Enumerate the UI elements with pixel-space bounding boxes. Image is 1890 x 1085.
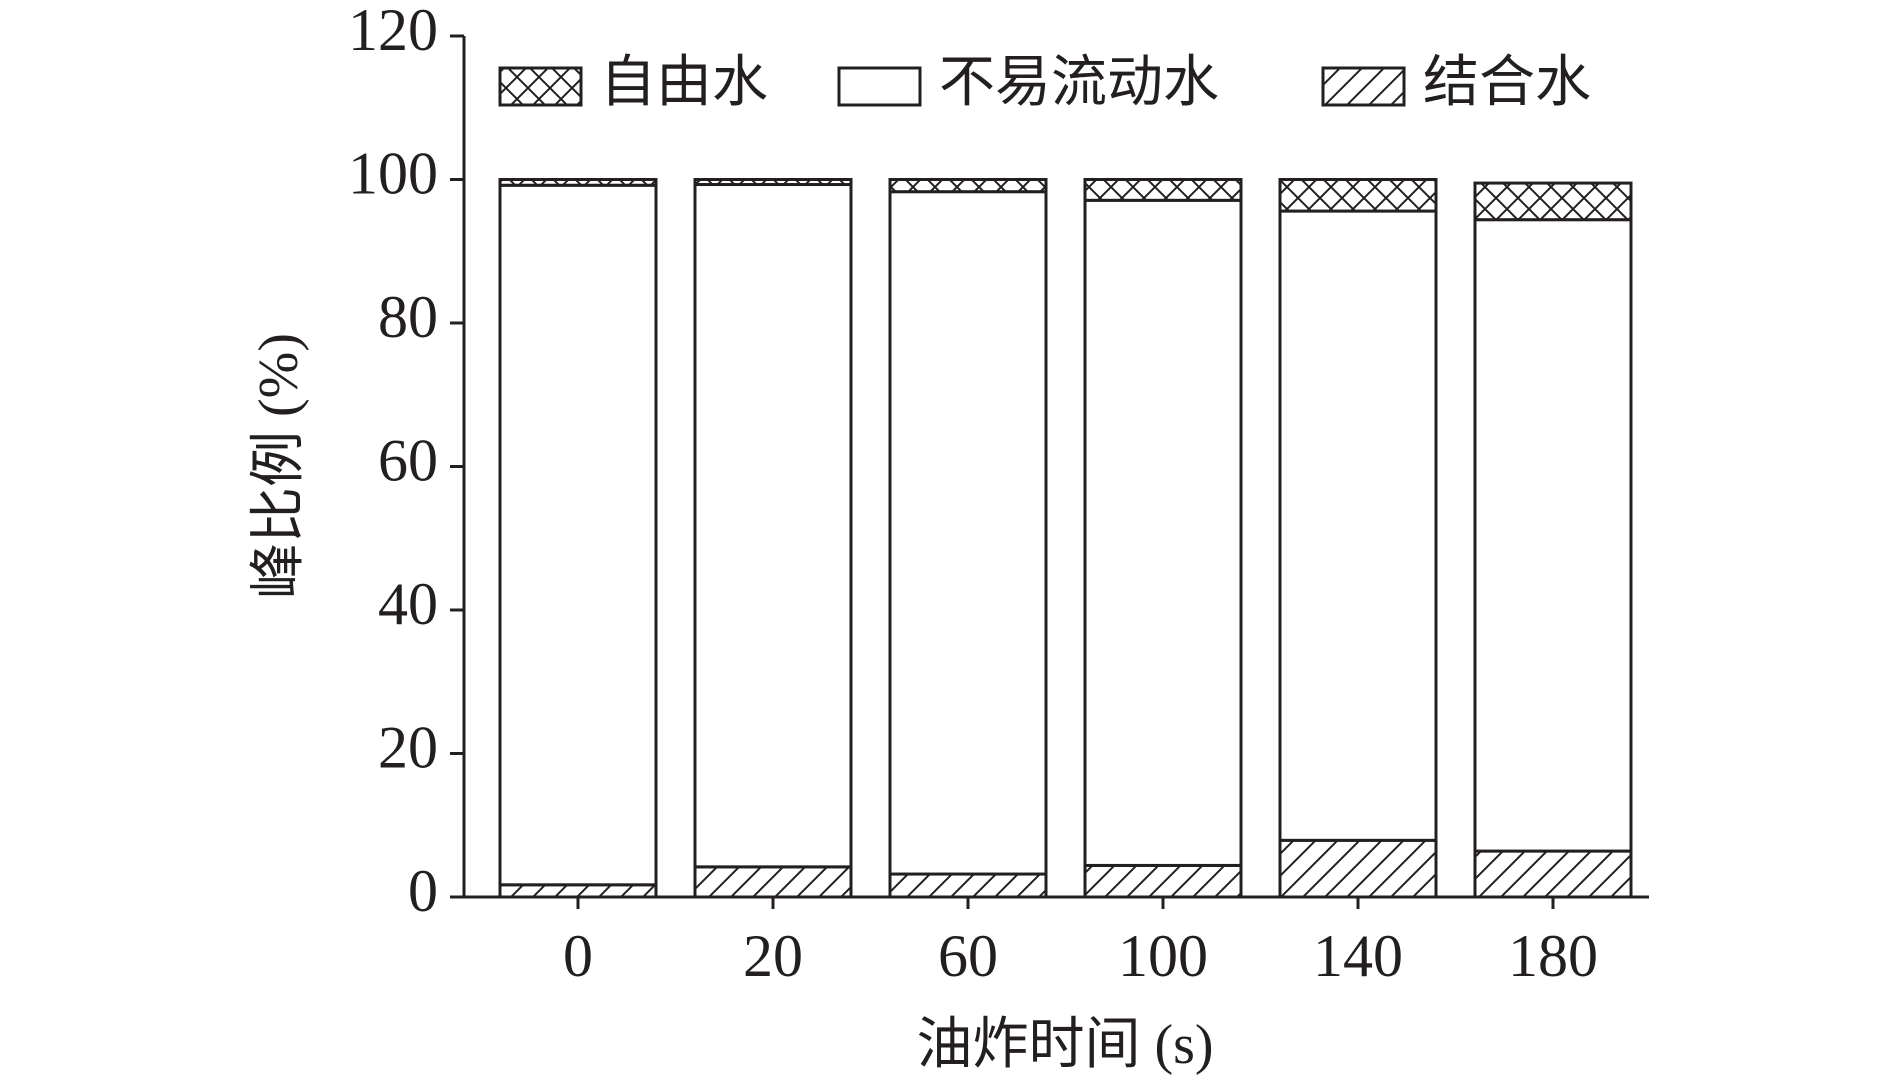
x-tick-label: 60 <box>938 923 998 989</box>
x-tick-label: 20 <box>743 923 803 989</box>
y-tick-label: 80 <box>378 284 438 350</box>
bar-segment <box>498 183 658 887</box>
legend-label: 自由水 <box>600 52 768 114</box>
x-tick-label: 140 <box>1313 923 1403 989</box>
legend-label: 不易流动水 <box>939 52 1219 114</box>
bar-segment <box>1473 849 1633 899</box>
bar-segment <box>1083 198 1243 867</box>
y-tick-label: 120 <box>348 0 438 63</box>
y-tick-label: 0 <box>408 858 438 924</box>
bar-segment <box>693 183 853 869</box>
y-tick-label: 40 <box>378 571 438 637</box>
bar-segment <box>693 178 853 187</box>
x-tick-label: 180 <box>1508 923 1598 989</box>
legend-swatch <box>498 66 583 107</box>
bar-segment <box>1278 209 1438 842</box>
bar-segment <box>1083 178 1243 202</box>
y-tick-label: 20 <box>378 714 438 780</box>
bar-segment <box>1278 178 1438 213</box>
bar-segment <box>498 883 658 899</box>
legend-swatch <box>1321 66 1406 107</box>
y-tick-label: 100 <box>348 140 438 206</box>
bar-segment <box>1083 863 1243 899</box>
x-tick-label: 100 <box>1118 923 1208 989</box>
bar-segment <box>1278 838 1438 899</box>
bar-segment <box>498 178 658 187</box>
bar-segment <box>888 872 1048 899</box>
x-axis-label: 油炸时间 (s) <box>916 1014 1213 1076</box>
x-tick-label: 0 <box>563 923 593 989</box>
bar-segment <box>693 865 853 899</box>
bar-segment <box>1473 181 1633 222</box>
bar-segment <box>888 190 1048 876</box>
legend-label: 结合水 <box>1423 52 1591 114</box>
bar-segment <box>1473 218 1633 853</box>
bar-segment <box>888 178 1048 194</box>
y-axis-label: 峰比例 (%) <box>248 333 310 599</box>
legend-swatch <box>837 66 922 107</box>
y-tick-label: 60 <box>378 427 438 493</box>
